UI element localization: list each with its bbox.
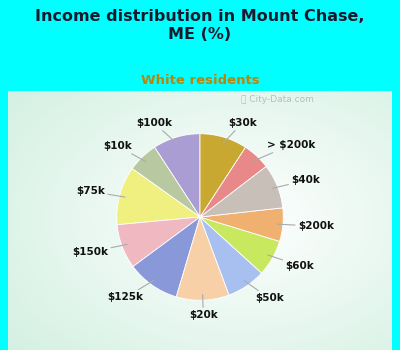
Text: $200k: $200k: [277, 221, 334, 231]
Wedge shape: [117, 169, 200, 225]
Wedge shape: [176, 217, 229, 300]
Wedge shape: [133, 217, 200, 297]
Text: $150k: $150k: [72, 244, 127, 257]
Text: $60k: $60k: [268, 255, 314, 271]
Wedge shape: [200, 166, 283, 217]
Text: $30k: $30k: [223, 118, 257, 143]
Text: White residents: White residents: [141, 74, 259, 86]
Wedge shape: [200, 217, 262, 295]
Wedge shape: [154, 134, 200, 217]
Text: $125k: $125k: [108, 280, 155, 302]
Text: $100k: $100k: [136, 118, 177, 143]
Wedge shape: [200, 217, 280, 273]
Text: $10k: $10k: [103, 141, 146, 162]
Wedge shape: [117, 217, 200, 266]
Text: $20k: $20k: [189, 295, 218, 320]
Wedge shape: [200, 147, 266, 217]
Text: $40k: $40k: [272, 175, 320, 188]
Text: $50k: $50k: [244, 281, 284, 303]
Wedge shape: [132, 147, 200, 217]
Wedge shape: [200, 134, 246, 217]
Text: $75k: $75k: [76, 187, 125, 197]
Text: > $200k: > $200k: [254, 140, 315, 161]
Wedge shape: [200, 208, 283, 241]
Text: Income distribution in Mount Chase,
ME (%): Income distribution in Mount Chase, ME (…: [35, 9, 365, 42]
Text: ⓘ City-Data.com: ⓘ City-Data.com: [241, 94, 314, 104]
